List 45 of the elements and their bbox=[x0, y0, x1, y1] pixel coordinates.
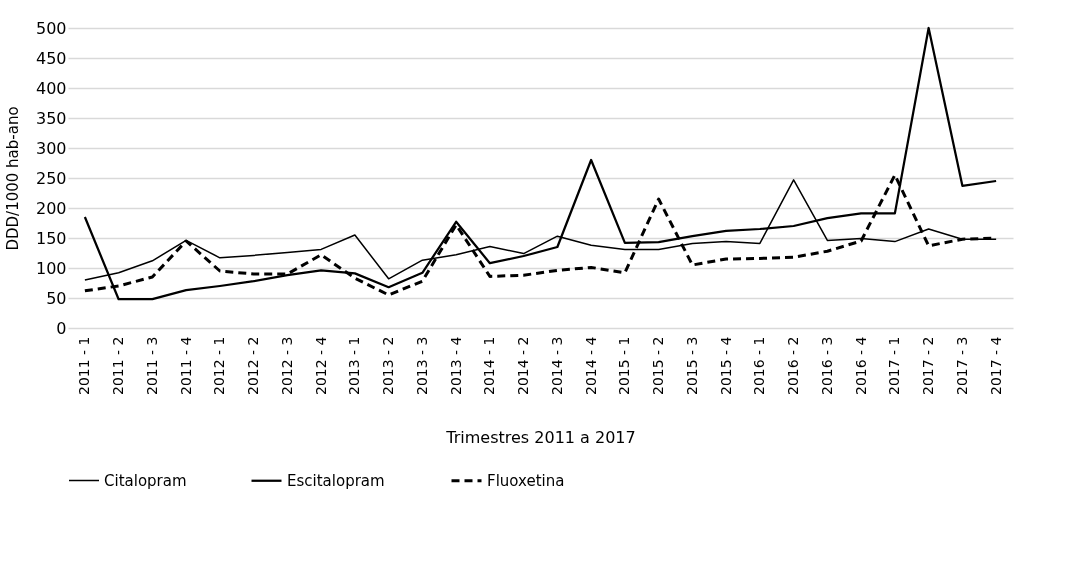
line-series bbox=[83, 26, 998, 301]
x-tick-label: 2014 - 3 bbox=[548, 336, 565, 395]
y-tick-label: 200 bbox=[35, 198, 67, 218]
y-tick-label: 450 bbox=[35, 48, 67, 68]
y-tick-label: 50 bbox=[46, 288, 67, 308]
y-tick-label: 100 bbox=[35, 258, 67, 278]
x-tick-label: 2014 - 4 bbox=[582, 336, 599, 395]
legend-label: Escitalopram bbox=[287, 471, 385, 490]
x-tick-label: 2017 - 2 bbox=[920, 336, 937, 395]
legend-label: Citalopram bbox=[104, 471, 187, 490]
x-tick-label: 2014 - 1 bbox=[481, 336, 498, 395]
x-tick-label: 2011 - 3 bbox=[143, 336, 160, 395]
y-tick-label: 0 bbox=[56, 318, 67, 338]
y-tick-label: 350 bbox=[35, 108, 67, 128]
y-axis-title: DDD/1000 hab-ano bbox=[3, 106, 22, 251]
y-tick-label: 500 bbox=[35, 18, 67, 38]
x-tick-label: 2015 - 2 bbox=[650, 336, 667, 395]
x-tick-label: 2016 - 1 bbox=[751, 336, 768, 395]
x-tick-label: 2011 - 2 bbox=[110, 336, 127, 395]
x-axis-title: Trimestres 2011 a 2017 bbox=[445, 427, 636, 447]
x-tick-label: 2013 - 1 bbox=[346, 336, 363, 395]
x-tick-label: 2016 - 3 bbox=[818, 336, 835, 395]
x-tick-label: 2017 - 4 bbox=[987, 336, 1004, 395]
x-tick-label: 2012 - 3 bbox=[278, 336, 295, 395]
x-tick-label: 2013 - 3 bbox=[413, 336, 430, 395]
x-tick-label: 2012 - 4 bbox=[312, 336, 329, 395]
x-tick-label: 2015 - 4 bbox=[717, 336, 734, 395]
y-tick-label: 300 bbox=[35, 138, 67, 158]
x-tick-label: 2017 - 1 bbox=[886, 336, 903, 395]
x-tick-label: 2017 - 3 bbox=[953, 336, 970, 395]
x-tick-label: 2015 - 1 bbox=[616, 336, 633, 395]
x-tick-label: 2013 - 4 bbox=[447, 336, 464, 395]
legend-label: Fluoxetina bbox=[487, 471, 565, 490]
y-tick-label: 250 bbox=[35, 168, 67, 188]
x-tick-label: 2012 - 1 bbox=[211, 336, 228, 395]
x-tick-label: 2012 - 2 bbox=[245, 336, 262, 395]
x-tick-label: 2016 - 2 bbox=[785, 336, 802, 395]
x-tick-label: 2013 - 2 bbox=[380, 336, 397, 395]
y-tick-label: 400 bbox=[35, 78, 67, 98]
y-tick-label: 150 bbox=[35, 228, 67, 248]
x-tick-label: 2016 - 4 bbox=[852, 336, 869, 395]
x-tick-label: 2014 - 2 bbox=[515, 336, 532, 395]
x-tick-label: 2011 - 4 bbox=[177, 336, 194, 395]
x-tick-label: 2015 - 3 bbox=[683, 336, 700, 395]
x-tick-label: 2011 - 1 bbox=[76, 336, 93, 395]
